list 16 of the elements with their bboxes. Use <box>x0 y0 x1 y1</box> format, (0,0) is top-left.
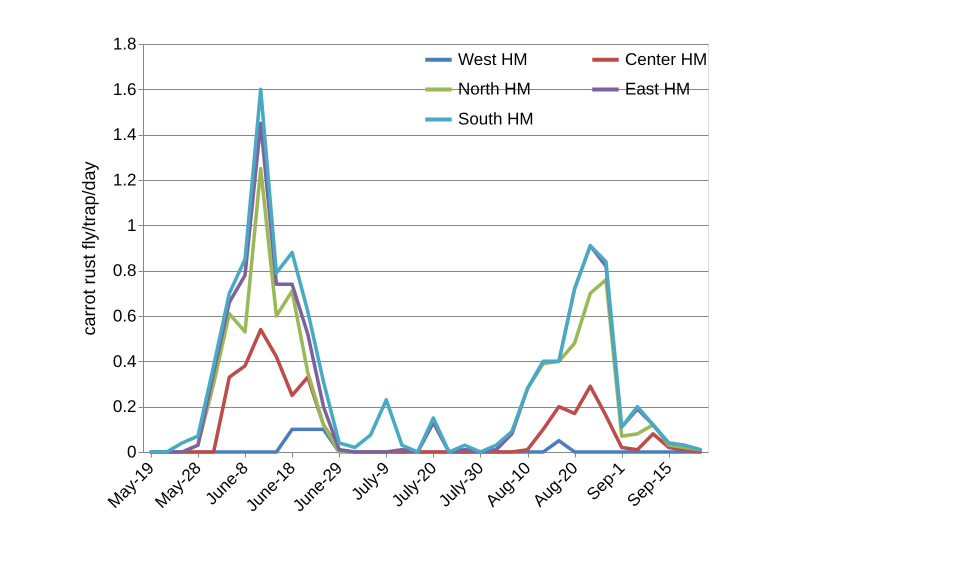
legend-label: Center HM <box>625 50 708 69</box>
y-tick-label: 1.2 <box>112 170 136 190</box>
y-tick-label: 0 <box>127 442 136 462</box>
y-tick-label: 0.4 <box>112 352 136 371</box>
y-tick-label: 0.6 <box>112 306 136 326</box>
y-tick-label: 0.8 <box>112 261 136 280</box>
y-tick-label: 1.4 <box>112 125 136 144</box>
legend-label: West HM <box>458 50 528 69</box>
y-tick-label: 1 <box>127 216 136 235</box>
legend-label: South HM <box>458 110 534 128</box>
legend-label: North HM <box>458 80 531 98</box>
y-tick-label: 0.2 <box>112 397 136 416</box>
y-axis-title: carrot rust fly/trap/day <box>78 161 99 336</box>
y-tick-label: 1.6 <box>112 80 136 99</box>
y-tick-label: 1.8 <box>112 34 136 54</box>
legend-label: East HM <box>625 80 690 98</box>
